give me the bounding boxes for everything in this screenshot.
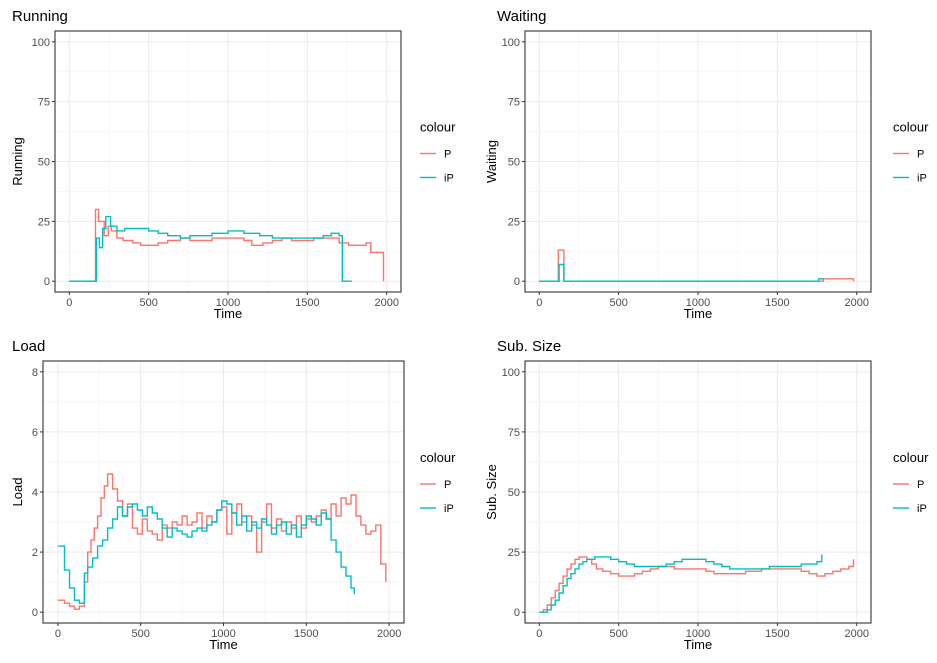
legend-title: colour: [893, 120, 929, 135]
series-line-iP: [539, 263, 824, 282]
y-tick-label: 0: [44, 276, 50, 288]
legend: colour PiP: [893, 450, 929, 515]
legend-label-iP: iP: [444, 173, 454, 185]
x-tick-label: 2000: [844, 628, 868, 640]
series-line-P: [539, 556, 855, 613]
panel-title: Sub. Size: [497, 338, 561, 355]
x-tick-label: 500: [139, 297, 157, 309]
gridlines: [55, 31, 401, 292]
x-tick-label: 2000: [374, 297, 398, 309]
series-line-iP: [57, 500, 355, 604]
x-tick-label: 1000: [211, 628, 235, 640]
y-tick-label: 100: [32, 37, 50, 49]
legend-title: colour: [893, 450, 929, 465]
x-tick-label: 1500: [294, 628, 318, 640]
y-tick-label: 50: [508, 157, 520, 169]
x-tick-label: 500: [609, 297, 627, 309]
legend-label-iP: iP: [444, 503, 454, 515]
y-axis-title: Load: [10, 478, 25, 507]
x-tick-label: 1500: [765, 628, 789, 640]
y-tick-label: 25: [508, 216, 520, 228]
y-tick-label: 50: [38, 157, 50, 169]
panel-1: 0 500 1000 1500 2000 0 25 50 75 100 Waiting Time Wai…: [484, 8, 929, 321]
x-tick-label: 1000: [216, 297, 240, 309]
legend: colour PiP: [420, 450, 456, 515]
legend-label-P: P: [444, 479, 451, 491]
gridlines: [525, 31, 871, 292]
legend: colour PiP: [420, 120, 456, 185]
y-tick-label: 2: [32, 547, 38, 559]
x-axis-title: Time: [214, 306, 242, 321]
legend: colour PiP: [893, 120, 929, 185]
x-tick-label: 2000: [844, 297, 868, 309]
panel-title: Load: [12, 338, 45, 355]
series-line-iP: [539, 554, 823, 613]
x-axis-title: Time: [684, 306, 712, 321]
gridlines: [43, 361, 404, 623]
panel-title: Waiting: [497, 8, 546, 25]
x-axis-title: Time: [209, 637, 237, 652]
x-tick-label: 500: [132, 628, 150, 640]
y-tick-label: 4: [32, 487, 38, 499]
y-tick-label: 0: [514, 607, 520, 619]
panel-2: 0 500 1000 1500 2000 0 2 4 6 8 Load Time Load colour P…: [10, 338, 456, 652]
x-axis-title: Time: [684, 637, 712, 652]
series-line-P: [539, 249, 855, 282]
y-tick-label: 75: [508, 427, 520, 439]
legend-label-P: P: [917, 479, 924, 491]
legend-label-iP: iP: [917, 173, 927, 185]
y-tick-label: 25: [508, 547, 520, 559]
y-tick-label: 6: [32, 427, 38, 439]
x-tick-label: 1500: [765, 297, 789, 309]
x-tick-label: 1500: [295, 297, 319, 309]
x-tick-label: 0: [536, 628, 542, 640]
y-tick-label: 75: [38, 97, 50, 109]
y-tick-label: 0: [32, 607, 38, 619]
series-line-P: [69, 208, 385, 282]
gridlines: [525, 361, 871, 623]
legend-label-iP: iP: [917, 503, 927, 515]
panel-title: Running: [12, 8, 68, 25]
legend-title: colour: [420, 120, 456, 135]
y-tick-label: 8: [32, 367, 38, 379]
x-tick-label: 0: [55, 628, 61, 640]
y-axis-title: Sub. Size: [484, 464, 499, 520]
x-tick-label: 2000: [377, 628, 401, 640]
x-tick-label: 1000: [686, 628, 710, 640]
y-tick-label: 100: [502, 367, 520, 379]
series-line-iP: [69, 215, 352, 282]
legend-title: colour: [420, 450, 456, 465]
y-tick-label: 50: [508, 487, 520, 499]
panel-0: 0 500 1000 1500 2000 0 25 50 75 100 Running Time Run…: [10, 8, 456, 321]
y-tick-label: 100: [502, 37, 520, 49]
legend-label-P: P: [917, 149, 924, 161]
y-tick-label: 75: [508, 97, 520, 109]
y-axis-title: Running: [10, 137, 25, 185]
x-tick-label: 0: [536, 297, 542, 309]
y-tick-label: 25: [38, 216, 50, 228]
y-tick-label: 0: [514, 276, 520, 288]
legend-label-P: P: [444, 149, 451, 161]
x-tick-label: 0: [66, 297, 72, 309]
x-tick-label: 500: [609, 628, 627, 640]
panel-3: 0 500 1000 1500 2000 0 25 50 75 100 Sub. Size Time S…: [484, 338, 929, 652]
y-axis-title: Waiting: [484, 140, 499, 183]
x-tick-label: 1000: [686, 297, 710, 309]
